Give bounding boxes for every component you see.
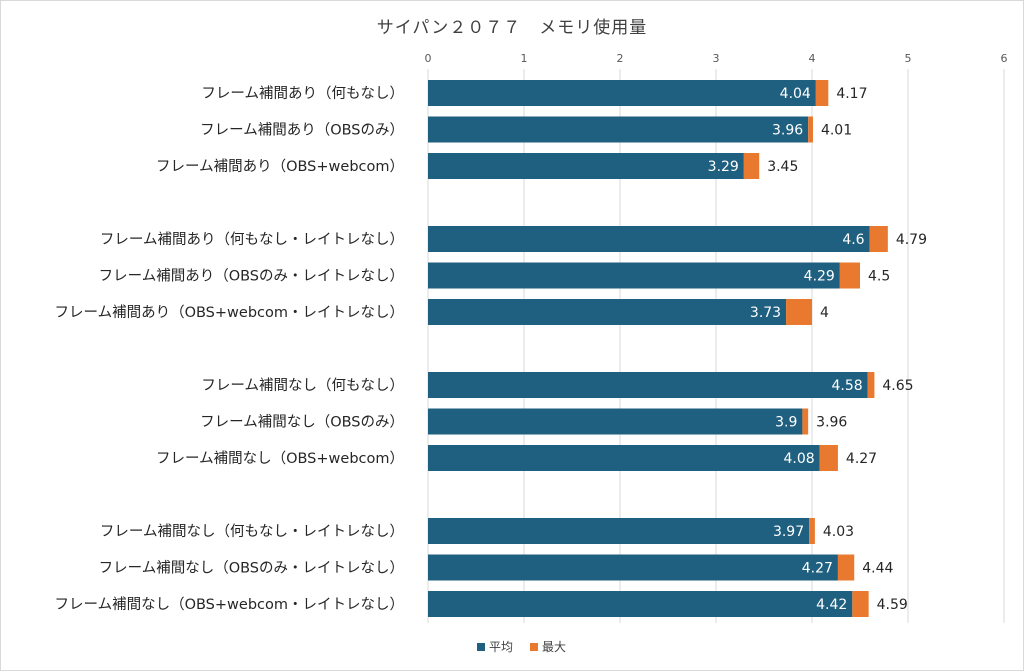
category-label: フレーム補間あり（何もなし・レイトレなし） <box>100 231 404 248</box>
bar-average <box>428 262 840 289</box>
bar-average <box>428 518 810 544</box>
x-axis-ticks: 0 1 2 3 4 5 6 <box>425 52 1008 65</box>
legend: 平均 最大 <box>477 640 566 654</box>
x-tick-label: 5 <box>905 52 912 65</box>
category-label: フレーム補間あり（OBSのみ・レイトレなし） <box>99 268 404 285</box>
bar-max-segment <box>809 518 815 544</box>
data-label-average: 3.9 <box>775 415 797 431</box>
bar-average <box>428 372 868 398</box>
x-tick-label: 4 <box>809 52 816 65</box>
category-label: フレーム補間あり（OBSのみ） <box>200 122 404 139</box>
category-label: フレーム補間なし（OBS+webcom・レイトレなし） <box>55 596 404 613</box>
legend-label: 最大 <box>542 640 566 654</box>
data-label-max: 4.03 <box>823 524 854 540</box>
bar-average <box>428 408 803 435</box>
category-labels: フレーム補間あり（何もなし） フレーム補間あり（OBSのみ） フレーム補間あり（OB… <box>55 85 404 613</box>
legend-label: 平均 <box>489 640 513 654</box>
x-tick-label: 0 <box>425 52 432 65</box>
data-label-max: 4.17 <box>836 86 867 102</box>
bar-max-segment <box>815 80 829 106</box>
legend-swatch <box>477 643 485 651</box>
bar-max-segment <box>837 554 855 581</box>
data-label-max: 4.5 <box>868 269 890 285</box>
bar-max-segment <box>869 226 888 252</box>
chart-title: サイパン２０７７ メモリ使用量 <box>377 17 648 38</box>
category-label: フレーム補間なし（何もなし） <box>201 377 404 394</box>
data-label-max: 4.79 <box>896 232 927 248</box>
bar-max-segment <box>786 299 812 325</box>
data-label-average: 4.42 <box>816 597 847 613</box>
data-label-average: 3.73 <box>750 305 781 321</box>
x-tick-label: 6 <box>1001 52 1008 65</box>
bar-average <box>428 153 744 179</box>
bar-max-segment <box>839 262 860 289</box>
bar-average <box>428 226 870 252</box>
category-label: フレーム補間なし（OBSのみ・レイトレなし） <box>99 560 404 577</box>
bar-average <box>428 80 816 106</box>
x-tick-label: 3 <box>713 52 720 65</box>
data-label-max: 4 <box>820 305 829 321</box>
bar-average <box>428 554 838 581</box>
bar-max-segment <box>819 445 838 471</box>
x-tick-label: 1 <box>521 52 528 65</box>
data-label-average: 4.6 <box>842 232 864 248</box>
bar-average <box>428 299 787 325</box>
data-label-average: 4.29 <box>804 269 835 285</box>
category-label: フレーム補間あり（OBS+webcom） <box>156 158 404 175</box>
data-label-max: 4.01 <box>821 123 852 139</box>
bars <box>428 80 888 617</box>
bar-average <box>428 591 853 617</box>
data-label-average: 4.04 <box>780 86 811 102</box>
bar-max-segment <box>743 153 760 179</box>
data-label-average: 4.58 <box>832 378 863 394</box>
bar-max-segment <box>808 116 813 143</box>
data-label-average: 3.96 <box>772 123 803 139</box>
bar-average <box>428 445 820 471</box>
data-label-max: 4.27 <box>846 451 877 467</box>
data-label-max: 4.65 <box>882 378 913 394</box>
category-label: フレーム補間なし（何もなし・レイトレなし） <box>100 523 404 540</box>
data-labels: 4.04 4.17 3.96 4.01 3.29 3.45 4.6 4.79 4.29 4.5 3.… <box>708 86 927 613</box>
category-label: フレーム補間あり（OBS+webcom・レイトレなし） <box>55 304 404 321</box>
category-label: フレーム補間あり（何もなし） <box>201 85 404 102</box>
x-tick-label: 2 <box>617 52 624 65</box>
data-label-average: 3.29 <box>708 159 739 175</box>
bar-max-segment <box>802 408 809 435</box>
bar-max-segment <box>852 591 869 617</box>
data-label-average: 3.97 <box>773 524 804 540</box>
data-label-average: 4.27 <box>802 561 833 577</box>
category-label: フレーム補間なし（OBSのみ） <box>200 414 404 431</box>
data-label-average: 4.08 <box>784 451 815 467</box>
data-label-max: 3.96 <box>816 415 847 431</box>
category-label: フレーム補間なし（OBS+webcom） <box>156 450 404 467</box>
data-label-max: 4.59 <box>877 597 908 613</box>
data-label-max: 4.44 <box>862 561 893 577</box>
bar-max-segment <box>867 372 875 398</box>
data-label-max: 3.45 <box>767 159 798 175</box>
bar-average <box>428 116 809 143</box>
legend-swatch <box>530 643 538 651</box>
